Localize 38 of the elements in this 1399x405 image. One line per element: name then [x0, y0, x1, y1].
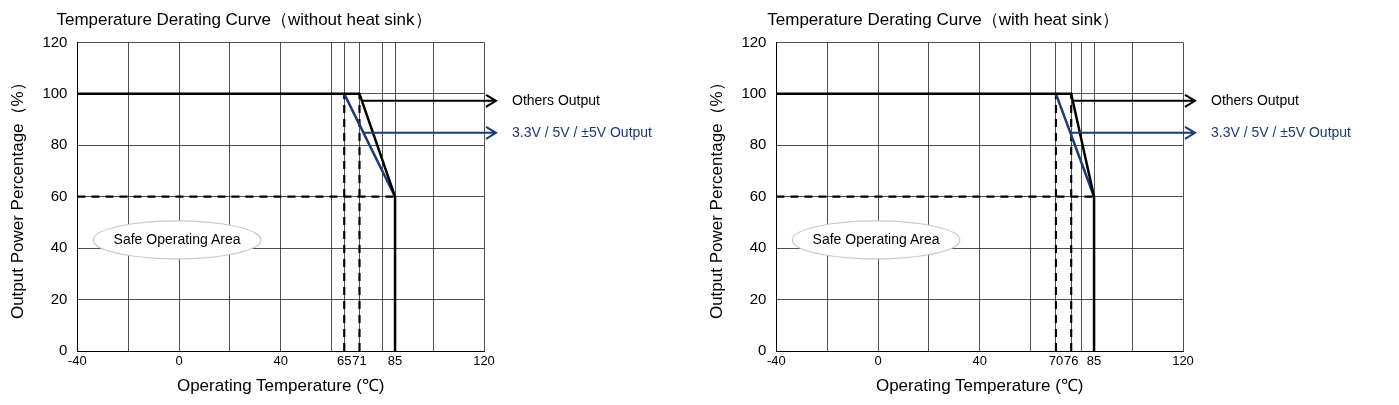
- y-tick-label: 60: [50, 186, 68, 204]
- y-axis-title: Output Power Percentage（%）: [706, 74, 726, 320]
- legend-label: Others Output: [512, 91, 601, 108]
- y-tick-label: 80: [50, 135, 68, 153]
- legend-label: 3.3V / 5V / ±5V Output: [512, 123, 653, 140]
- y-tick-label: 40: [749, 238, 767, 256]
- x-tick-label: -40: [68, 353, 87, 369]
- annotation: Safe Operating Area: [113, 230, 241, 247]
- y-tick-label: 60: [749, 186, 767, 204]
- x-tick-label: 71: [352, 353, 367, 369]
- y-tick-label: 40: [50, 238, 68, 256]
- y-tick-label: 100: [42, 83, 68, 101]
- x-tick-label: 65: [337, 353, 352, 369]
- x-tick-label: 0: [175, 353, 183, 369]
- y-tick-label: 20: [749, 289, 767, 307]
- legend-label: Others Output: [1211, 91, 1300, 108]
- x-tick-label: 85: [1086, 353, 1102, 369]
- x-tick-label: 120: [473, 353, 495, 369]
- y-tick-label: 100: [741, 83, 767, 101]
- x-tick-label: 0: [874, 353, 882, 369]
- annotation: Safe Operating Area: [812, 230, 940, 247]
- x-tick-label: 70: [1048, 353, 1064, 369]
- y-tick-label: 120: [42, 32, 68, 50]
- x-tick-label: 120: [1172, 353, 1194, 369]
- x-axis-title: Operating Temperature (℃): [176, 376, 385, 396]
- x-tick-label: 40: [972, 353, 987, 369]
- y-tick-label: 20: [50, 289, 68, 307]
- chart-title: Temperature Derating Curve（with heat sink）: [767, 9, 1119, 29]
- x-tick-label: -40: [767, 353, 786, 369]
- y-tick-label: 120: [741, 32, 767, 50]
- chart-title: Temperature Derating Curve（without heat sink）: [56, 9, 432, 29]
- y-axis-title: Output Power Percentage（%）: [7, 74, 27, 320]
- x-tick-label: 40: [273, 353, 288, 369]
- y-tick-label: 80: [749, 135, 767, 153]
- x-tick-label: 85: [387, 353, 403, 369]
- x-tick-label: 76: [1063, 353, 1079, 369]
- x-axis-title: Operating Temperature (℃): [875, 376, 1084, 396]
- legend-label: 3.3V / 5V / ±5V Output: [1211, 123, 1352, 140]
